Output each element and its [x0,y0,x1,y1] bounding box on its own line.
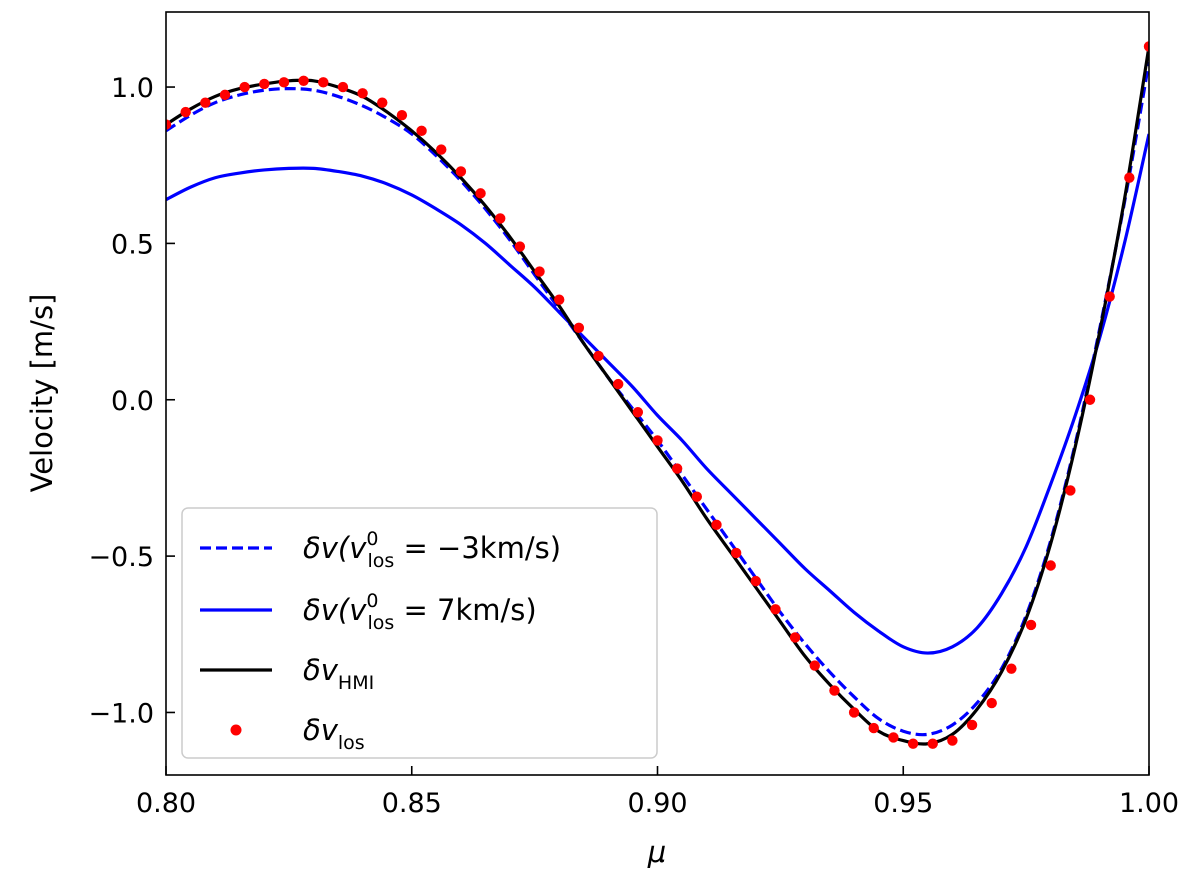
data-point [829,685,840,696]
data-point [1143,41,1149,52]
legend-label-dashed: δv(v0 los = −3km/s) [303,528,561,572]
legend-entry-los: δvlos [230,713,365,754]
data-point [357,88,368,99]
data-point [337,81,349,93]
y-tick-label: 1.0 [111,73,154,104]
x-axis-title: μ [647,835,666,869]
tick-layer: 0.80 0.85 0.90 0.95 1.00 1.0 0.5 0.0 −0.5 −1.0 [88,73,1179,819]
data-point [1045,560,1056,571]
data-point [652,435,663,446]
data-point [534,266,545,277]
data-point [219,89,231,101]
legend-swatch-red-dot [230,724,242,736]
data-point [947,735,958,746]
x-tick-label: 0.95 [873,788,933,819]
data-point [495,213,506,224]
data-point [200,97,211,108]
data-point [1065,485,1076,496]
x-tick-label: 0.80 [136,788,196,819]
data-point [671,463,683,474]
data-point [436,144,447,155]
data-point [907,738,919,749]
data-point [1124,172,1135,183]
legend-label-solid-blue: δv(v0 los = 7km/s) [303,590,537,634]
data-point [612,378,624,390]
data-point [927,738,938,749]
data-point [1104,291,1115,302]
legend-entry-solid-blue: δv(v0 los = 7km/s) [200,590,537,634]
data-point [278,77,290,88]
data-point [554,294,565,305]
data-point [1006,663,1017,674]
data-point [573,322,585,334]
data-point [966,719,978,731]
data-point [298,75,309,87]
data-point [239,81,250,93]
data-point [416,125,427,137]
data-point [514,241,526,252]
data-point [180,106,191,118]
data-point [318,77,329,88]
legend: δv(v0 los = −3km/s) δv(v0 los = 7km/s) δvH… [181,507,658,759]
legend-label-hmi: δvHMI [303,653,374,694]
data-point [789,632,801,643]
y-axis-title: Velocity [m/s] [25,294,59,493]
data-point [888,732,899,743]
data-point [455,166,467,177]
y-tick-label: 0.5 [111,229,154,260]
data-point [166,119,172,130]
legend-label-los: δvlos [303,713,365,754]
x-tick-label: 0.85 [382,788,442,819]
data-point [868,722,879,734]
series-los-markers [166,41,1149,749]
data-point [259,78,270,90]
data-point [377,97,388,108]
legend-box [181,507,658,759]
y-tick-label: −1.0 [88,698,154,729]
data-point [593,350,604,362]
data-point [730,547,742,559]
x-tick-label: 1.00 [1119,788,1179,819]
legend-entry-hmi: δvHMI [200,653,374,694]
legend-entry-dashed: δv(v0 los = −3km/s) [200,528,561,572]
y-tick-label: 0.0 [111,386,154,417]
data-point [711,519,722,531]
data-point [848,707,860,718]
data-point [1025,619,1037,631]
data-point [691,491,703,502]
series-layer [166,41,1149,749]
data-point [809,660,820,671]
data-point [986,697,997,709]
data-point [770,604,781,615]
data-point [750,575,761,587]
x-tick-label: 0.90 [627,788,687,819]
series-solid-blue-line [166,133,1149,655]
data-point [396,109,408,121]
data-point [475,188,486,199]
data-point [632,407,644,418]
y-tick-label: −0.5 [88,542,154,573]
data-point [1084,394,1096,405]
